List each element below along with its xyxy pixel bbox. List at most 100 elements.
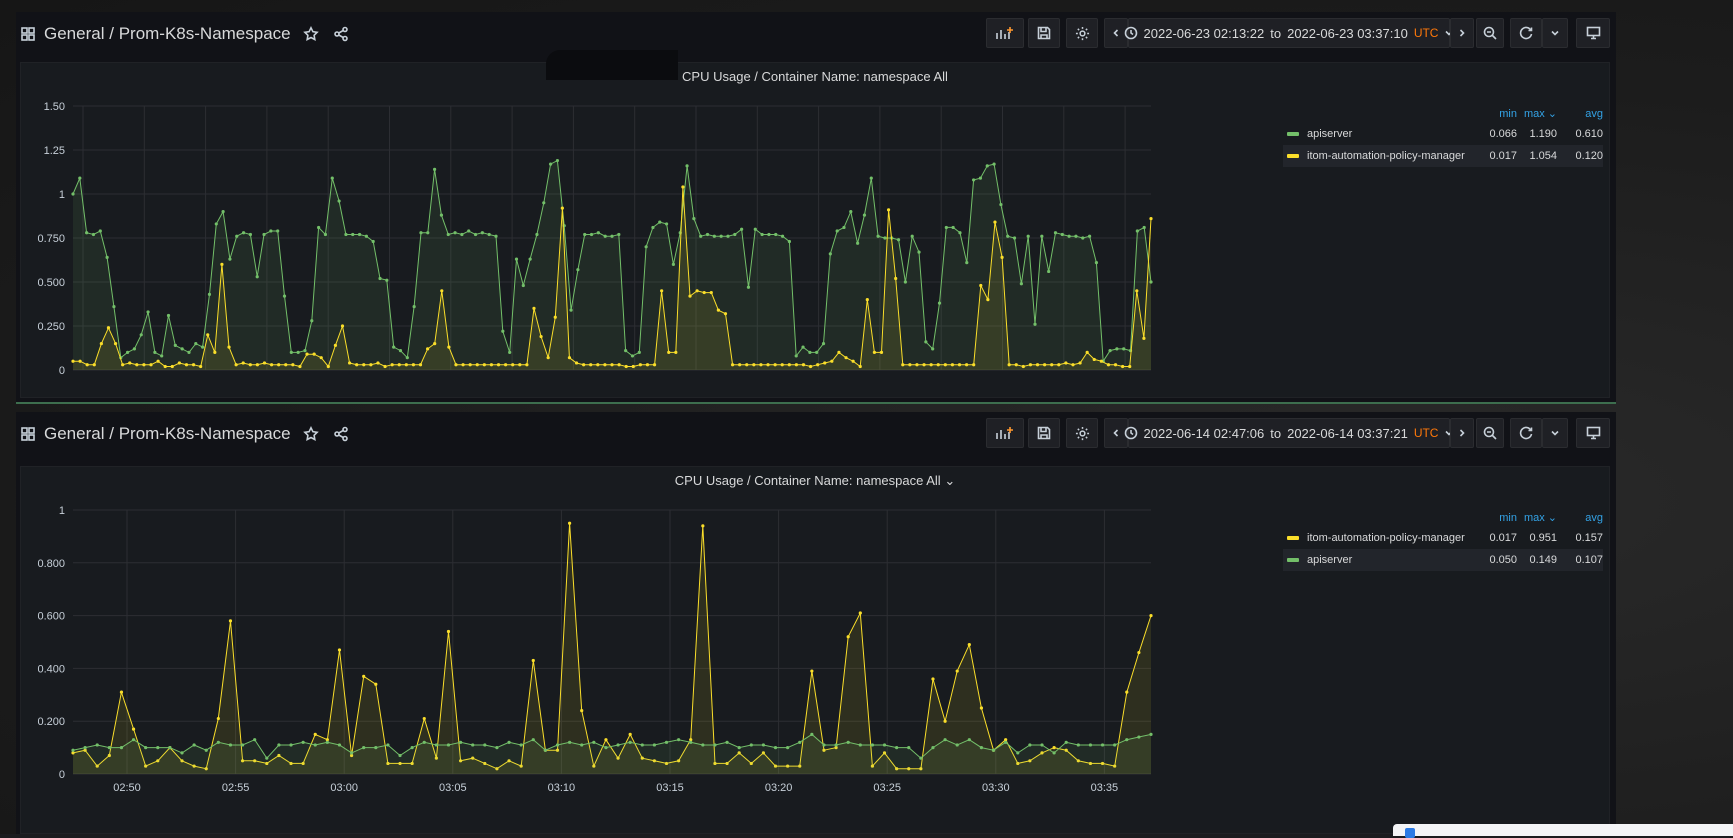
cpu-usage-chart[interactable]: 1 0.800 0.600 0.400 0.200 0 02:50 02:55 03:00 03:…: [21, 467, 1281, 835]
series-avg: 0.107: [1575, 554, 1603, 566]
data-point: [504, 363, 508, 367]
data-point: [883, 236, 887, 240]
panel-title-text: CPU Usage / Container Name: namespace Al…: [674, 473, 941, 488]
time-shift-forward-button[interactable]: [1450, 18, 1474, 48]
data-point: [83, 746, 87, 750]
time-range-picker[interactable]: 2022-06-23 02:13:22 to 2022-06-23 03:37:…: [1124, 18, 1454, 48]
data-point: [1092, 357, 1096, 362]
series-color-swatch[interactable]: [1287, 132, 1299, 136]
data-point: [567, 356, 572, 360]
time-range-from: 2022-06-14 02:47:06: [1143, 425, 1265, 441]
data-point: [645, 363, 650, 367]
data-point: [752, 363, 756, 367]
settings-button[interactable]: [1066, 418, 1098, 448]
data-point: [495, 746, 499, 750]
data-point: [446, 743, 451, 747]
series-name[interactable]: itom-automation-policy-manager: [1307, 150, 1465, 162]
data-point: [313, 743, 317, 747]
data-point: [220, 262, 224, 266]
star-icon[interactable]: [302, 26, 319, 42]
series-color-swatch[interactable]: [1287, 154, 1299, 158]
save-button[interactable]: [1028, 18, 1060, 48]
refresh-button[interactable]: [1510, 18, 1542, 48]
data-point: [305, 352, 309, 356]
settings-button[interactable]: [1066, 18, 1098, 48]
data-point: [1033, 322, 1037, 326]
star-icon[interactable]: [302, 426, 319, 442]
data-point: [419, 231, 423, 235]
legend-header-max[interactable]: max ⌄: [1517, 509, 1557, 527]
cpu-usage-chart[interactable]: 1.50 1.25 1 0.750 0.500 0.250 0: [21, 63, 1281, 399]
data-point: [674, 350, 678, 354]
breadcrumb-folder[interactable]: General: [44, 424, 105, 443]
zoom-out-button[interactable]: [1476, 418, 1504, 448]
data-point: [390, 363, 394, 367]
data-point: [1040, 234, 1044, 238]
share-icon[interactable]: [333, 426, 349, 442]
time-shift-back-button[interactable]: [1104, 418, 1128, 448]
data-point: [467, 229, 471, 233]
panel-title[interactable]: CPU Usage / Container Name: namespace Al…: [682, 69, 948, 84]
breadcrumb[interactable]: General / Prom-K8s-Namespace: [44, 424, 291, 444]
legend-row[interactable]: apiserver 0.066 1.190 0.610: [1283, 123, 1603, 145]
legend-header-avg[interactable]: avg: [1585, 108, 1603, 120]
legend-header-min[interactable]: min: [1499, 108, 1517, 120]
add-panel-button[interactable]: [986, 418, 1024, 448]
legend-header-min[interactable]: min: [1499, 512, 1517, 524]
add-panel-button[interactable]: [986, 18, 1024, 48]
series-min: 0.017: [1489, 150, 1517, 162]
time-shift-back-button[interactable]: [1104, 18, 1128, 48]
breadcrumb-folder[interactable]: General: [44, 24, 105, 43]
breadcrumb[interactable]: General / Prom-K8s-Namespace: [44, 24, 291, 44]
data-point: [856, 241, 860, 245]
data-point: [1113, 743, 1117, 747]
data-point: [910, 234, 914, 238]
notification-popup[interactable]: [1393, 824, 1733, 838]
share-icon[interactable]: [333, 26, 349, 42]
panel-title[interactable]: CPU Usage / Container Name: namespace Al…: [21, 473, 1609, 489]
data-point: [528, 257, 532, 261]
legend-header-max[interactable]: max ⌄: [1517, 105, 1557, 123]
save-button[interactable]: [1028, 418, 1060, 448]
data-point: [410, 761, 414, 766]
data-point: [397, 363, 401, 367]
data-point: [301, 740, 305, 744]
data-point: [269, 229, 273, 233]
legend-header-avg[interactable]: avg: [1585, 512, 1603, 524]
refresh-interval-dropdown[interactable]: [1542, 418, 1568, 448]
data-point: [895, 746, 899, 750]
graph-panel[interactable]: CPU Usage / Container Name: namespace Al…: [20, 466, 1610, 834]
series-color-swatch[interactable]: [1287, 558, 1299, 562]
legend-row[interactable]: itom-automation-policy-manager 0.017 0.9…: [1283, 527, 1603, 549]
dashboard-grid-icon[interactable]: [20, 426, 36, 442]
series-name[interactable]: itom-automation-policy-manager: [1307, 532, 1465, 544]
time-range-picker[interactable]: 2022-06-14 02:47:06 to 2022-06-14 03:37:…: [1124, 418, 1454, 448]
refresh-button[interactable]: [1510, 418, 1542, 448]
data-point: [213, 350, 217, 354]
x-tick-label: 03:25: [873, 782, 901, 794]
data-point: [915, 363, 919, 367]
series-color-swatch[interactable]: [1287, 536, 1299, 540]
panel-menu-chevron-icon[interactable]: ⌄: [944, 473, 956, 488]
time-shift-forward-button[interactable]: [1450, 418, 1474, 448]
refresh-interval-dropdown[interactable]: [1542, 18, 1568, 48]
data-point: [815, 350, 819, 354]
dashboard-grid-icon[interactable]: [20, 26, 36, 42]
series-name[interactable]: apiserver: [1307, 554, 1353, 566]
series-max: 1.054: [1529, 150, 1557, 162]
data-point: [1028, 759, 1032, 763]
zoom-out-button[interactable]: [1476, 18, 1504, 48]
data-point: [719, 234, 723, 238]
tv-mode-button[interactable]: [1576, 18, 1610, 48]
data-point: [362, 674, 366, 678]
breadcrumb-dashboard[interactable]: Prom-K8s-Namespace: [118, 24, 291, 43]
legend-row[interactable]: apiserver 0.050 0.149 0.107: [1283, 549, 1603, 571]
graph-panel[interactable]: CPU Usage / Container Name: namespace Al…: [20, 62, 1610, 398]
data-point: [903, 280, 907, 284]
data-point: [386, 761, 390, 766]
series-name[interactable]: apiserver: [1307, 128, 1353, 140]
tv-mode-button[interactable]: [1576, 418, 1610, 448]
breadcrumb-dashboard[interactable]: Prom-K8s-Namespace: [118, 424, 291, 443]
legend-row[interactable]: itom-automation-policy-manager 0.017 1.0…: [1283, 145, 1603, 167]
data-point: [483, 761, 487, 766]
